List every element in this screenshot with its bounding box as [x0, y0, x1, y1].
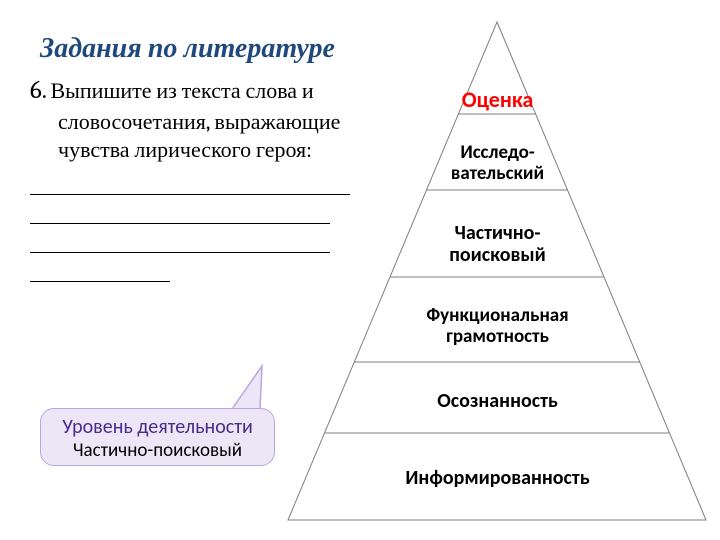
pyramid-level-label: Осознанность [390, 391, 605, 413]
pyramid-level-label: Информированность [370, 468, 625, 490]
pyramid-level-label: Исследо-вательский [420, 143, 575, 184]
pyramid-diagram [0, 0, 720, 540]
pyramid-level-label: Функциональнаяграмотность [385, 306, 610, 347]
pyramid-level-label: Частично-поисковый [410, 223, 585, 266]
pyramid-level-label: Оценка [430, 88, 565, 112]
